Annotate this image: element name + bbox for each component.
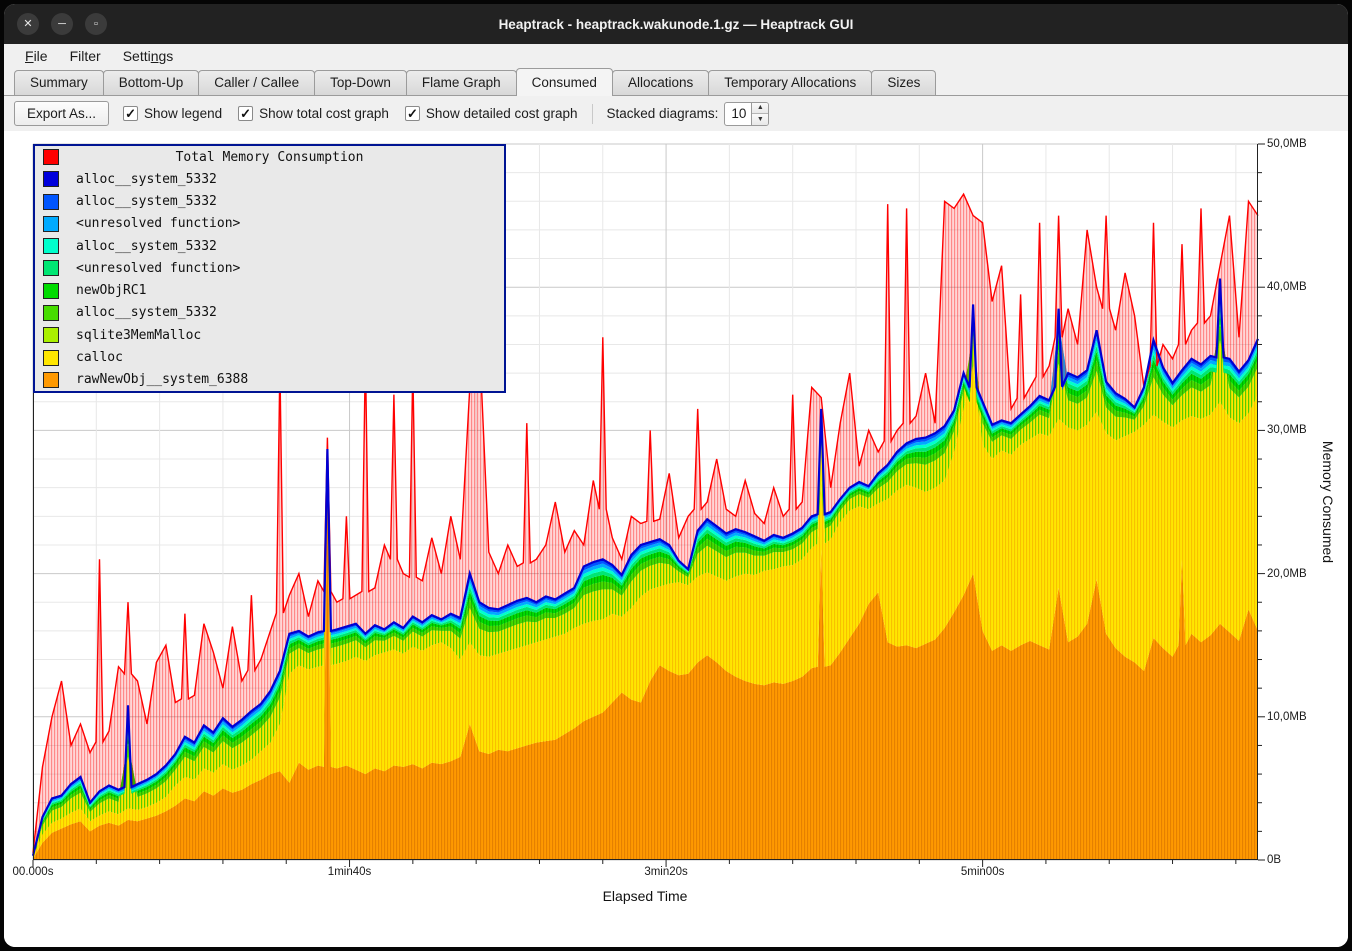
- legend-item: rawNewObj__system_6388: [35, 369, 504, 391]
- stacked-diagrams-value[interactable]: 10: [731, 106, 747, 121]
- close-icon: ✕: [23, 17, 33, 30]
- tab-temporary-allocations[interactable]: Temporary Allocations: [708, 70, 873, 95]
- legend-title-row: Total Memory Consumption: [35, 146, 504, 168]
- y-tick-label: 50,0MB: [1267, 138, 1307, 150]
- legend-label: sqlite3MemMalloc: [76, 327, 202, 343]
- legend-label: <unresolved function>: [76, 216, 241, 232]
- y-tick-label: 10,0MB: [1267, 710, 1307, 723]
- menubar: File Filter Settings: [4, 44, 1348, 67]
- legend-swatch: [43, 327, 59, 344]
- legend-item: newObjRC1: [35, 280, 504, 302]
- toolbar: Export As... ✓ Show legend ✓ Show total cos…: [4, 96, 1348, 131]
- checkbox-show-detailed-cost-graph[interactable]: ✓ Show detailed cost graph: [404, 106, 578, 121]
- legend-item: <unresolved function>: [35, 257, 504, 279]
- legend-swatch: [43, 193, 59, 210]
- legend-label: newObjRC1: [76, 283, 147, 299]
- legend-swatch: [43, 238, 59, 255]
- minimize-button[interactable]: ─: [51, 13, 73, 35]
- export-as-button[interactable]: Export As...: [14, 101, 110, 126]
- y-tick-label: 40,0MB: [1267, 281, 1307, 294]
- checkbox-box[interactable]: ✓: [123, 106, 139, 121]
- tabbar: Summary Bottom-Up Caller / Callee Top-Down F…: [4, 67, 1348, 96]
- legend-title: Total Memory Consumption: [175, 149, 364, 165]
- app-window: ✕ ─ ▫ Heaptrack - heaptrack.wakunode.1.g…: [4, 4, 1348, 947]
- legend-item: calloc: [35, 346, 504, 368]
- checkbox-label: Show total cost graph: [259, 106, 389, 121]
- menu-settings[interactable]: Settings: [122, 47, 174, 64]
- legend-label: alloc__system_5332: [76, 305, 217, 321]
- legend-label: alloc__system_5332: [76, 194, 217, 210]
- legend-swatch: [43, 304, 59, 321]
- legend-swatch: [43, 349, 59, 366]
- y-tick-label: 30,0MB: [1267, 424, 1307, 437]
- area-calloc-hatch: [33, 366, 1258, 859]
- window-title: Heaptrack - heaptrack.wakunode.1.gz — He…: [498, 16, 854, 32]
- memory-chart-plot[interactable]: Total Memory Consumption alloc__system_53…: [31, 143, 1265, 867]
- legend-item: sqlite3MemMalloc: [35, 324, 504, 346]
- checkbox-box[interactable]: ✓: [404, 106, 420, 121]
- stacked-diagrams-label: Stacked diagrams:: [606, 106, 719, 121]
- x-axis-title: Elapsed Time: [602, 888, 688, 904]
- consumed-chart[interactable]: [31, 143, 1266, 868]
- x-tick-label: 1min40s: [327, 866, 372, 878]
- menu-file[interactable]: File: [25, 47, 48, 64]
- legend-label: <unresolved function>: [76, 260, 241, 276]
- y-axis-title: Memory Consumed: [1320, 440, 1336, 564]
- legend-label: alloc__system_5332: [76, 238, 217, 254]
- chart-area: Total Memory Consumption alloc__system_53…: [4, 131, 1348, 947]
- y-tick-label: 20,0MB: [1267, 567, 1307, 580]
- maximize-button[interactable]: ▫: [85, 13, 107, 35]
- legend-swatch: [43, 260, 59, 277]
- legend-swatch: [43, 171, 59, 188]
- checkbox-label: Show legend: [144, 106, 223, 121]
- legend-label: alloc__system_5332: [76, 171, 217, 187]
- checkbox-label: Show detailed cost graph: [425, 106, 578, 121]
- spinner-arrows: ▲ ▼: [751, 102, 769, 125]
- tab-consumed[interactable]: Consumed: [515, 68, 613, 96]
- checkbox-show-total-cost-graph[interactable]: ✓ Show total cost graph: [238, 106, 389, 121]
- area-total-hatch: [33, 194, 1258, 856]
- legend-item: alloc__system_5332: [35, 235, 504, 257]
- chart-legend[interactable]: Total Memory Consumption alloc__system_53…: [33, 144, 506, 393]
- checkbox-show-legend[interactable]: ✓ Show legend: [123, 106, 222, 121]
- toolbar-separator: [591, 103, 593, 124]
- y-tick-label: 0B: [1267, 854, 1282, 866]
- close-button[interactable]: ✕: [17, 13, 39, 35]
- alloc-system-top-line: [31, 278, 1260, 856]
- total-memory-line: [32, 192, 1259, 853]
- x-tick-label: 3min20s: [644, 866, 688, 878]
- titlebar: ✕ ─ ▫ Heaptrack - heaptrack.wakunode.1.g…: [4, 4, 1348, 44]
- minimize-icon: ─: [58, 17, 66, 30]
- window-controls: ✕ ─ ▫: [17, 4, 107, 44]
- tab-summary[interactable]: Summary: [14, 70, 104, 95]
- checkbox-box[interactable]: ✓: [238, 106, 254, 121]
- tab-caller-callee[interactable]: Caller / Callee: [198, 70, 316, 95]
- spinner-up-icon[interactable]: ▲: [752, 102, 769, 114]
- legend-label: calloc: [76, 350, 123, 366]
- legend-item: alloc__system_5332: [35, 302, 504, 324]
- spinner-down-icon[interactable]: ▼: [752, 114, 769, 125]
- tab-top-down[interactable]: Top-Down: [314, 70, 407, 95]
- legend-swatch: [43, 282, 59, 299]
- tab-sizes[interactable]: Sizes: [871, 70, 937, 95]
- legend-swatch: [43, 215, 59, 232]
- tab-allocations[interactable]: Allocations: [611, 70, 710, 95]
- x-tick-label: 00.000s: [12, 866, 54, 878]
- tab-flame-graph[interactable]: Flame Graph: [405, 70, 517, 95]
- menu-filter[interactable]: Filter: [69, 47, 101, 64]
- legend-item: alloc__system_5332: [35, 191, 504, 213]
- legend-swatch-total: [43, 149, 59, 166]
- legend-item: <unresolved function>: [35, 213, 504, 235]
- maximize-icon: ▫: [94, 17, 98, 30]
- x-tick-label: 5min00s: [960, 866, 1005, 878]
- area-rawnewobj-hatch: [33, 466, 1258, 860]
- stacked-diagrams-spinner[interactable]: 10 ▲ ▼: [724, 101, 770, 126]
- legend-swatch: [43, 371, 59, 388]
- legend-item: alloc__system_5332: [35, 168, 504, 190]
- tab-bottom-up[interactable]: Bottom-Up: [102, 70, 200, 95]
- legend-label: rawNewObj__system_6388: [76, 372, 249, 388]
